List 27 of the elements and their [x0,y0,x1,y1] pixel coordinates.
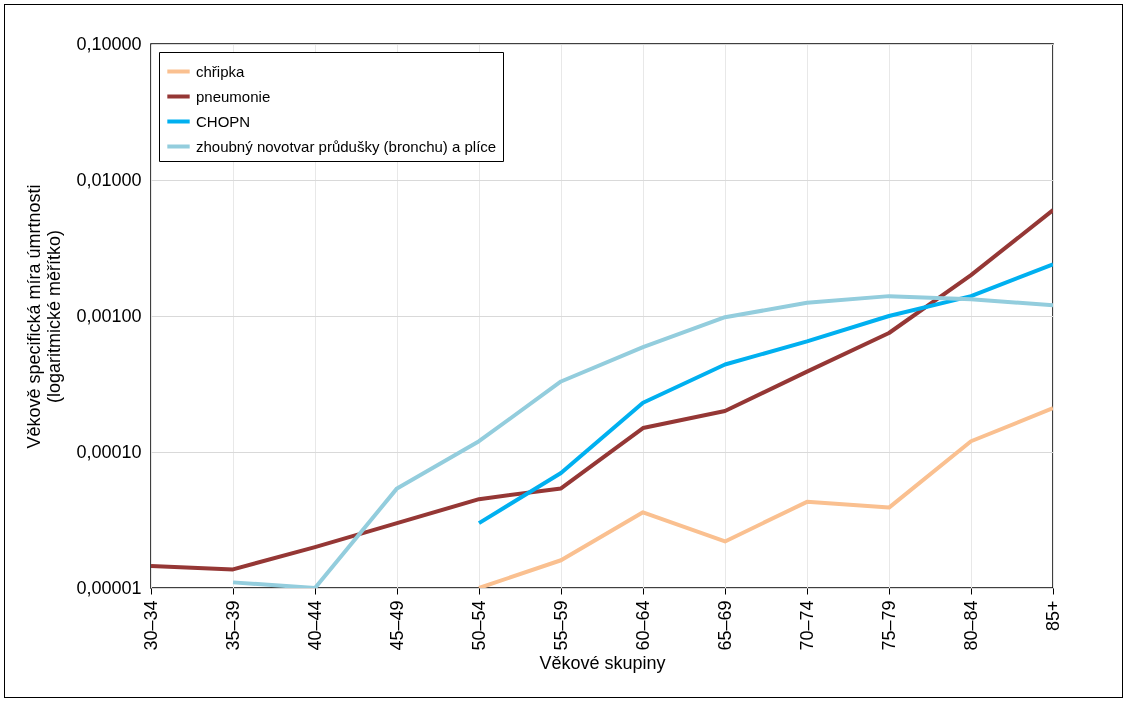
x-tick-label: 35–39 [222,600,243,651]
y-tick-label: 0,10000 [76,33,142,54]
legend-label: pneumonie [196,87,271,105]
x-tick-label: 30–34 [140,600,161,651]
x-axis-title: Věkové skupiny [539,652,666,673]
line-series [477,262,1053,526]
y-axis-title: Věkově specifická míra úmrtnosti (logaritmické měřítko) [24,184,65,449]
x-tick-label: 55–59 [550,600,571,651]
x-tick-label: 85+ [1042,600,1063,632]
legend-label: CHOPN [196,112,251,130]
x-tick-label: 70–74 [796,600,817,651]
line-series [151,208,1053,572]
x-tick-label: 45–49 [386,600,407,651]
y-tick-label: 0,01000 [76,169,142,190]
line-series [231,294,1053,588]
y-tick-label: 0,00001 [76,577,142,598]
line-series [477,406,1053,588]
x-tick-label: 65–69 [714,600,735,651]
x-tick-label: 75–79 [878,600,899,651]
x-tick-label: 60–64 [632,600,653,651]
legend-label: zhoubný novotvar průdušky (bronchu) a plíce [196,137,497,155]
y-tick-label: 0,00010 [76,441,142,462]
legend-label: chřipka [196,62,246,80]
y-tick-label: 0,00100 [76,305,142,326]
x-tick-label: 40–44 [304,600,325,651]
x-tick-label: 80–84 [960,600,981,651]
x-tick-label: 50–54 [468,600,489,651]
